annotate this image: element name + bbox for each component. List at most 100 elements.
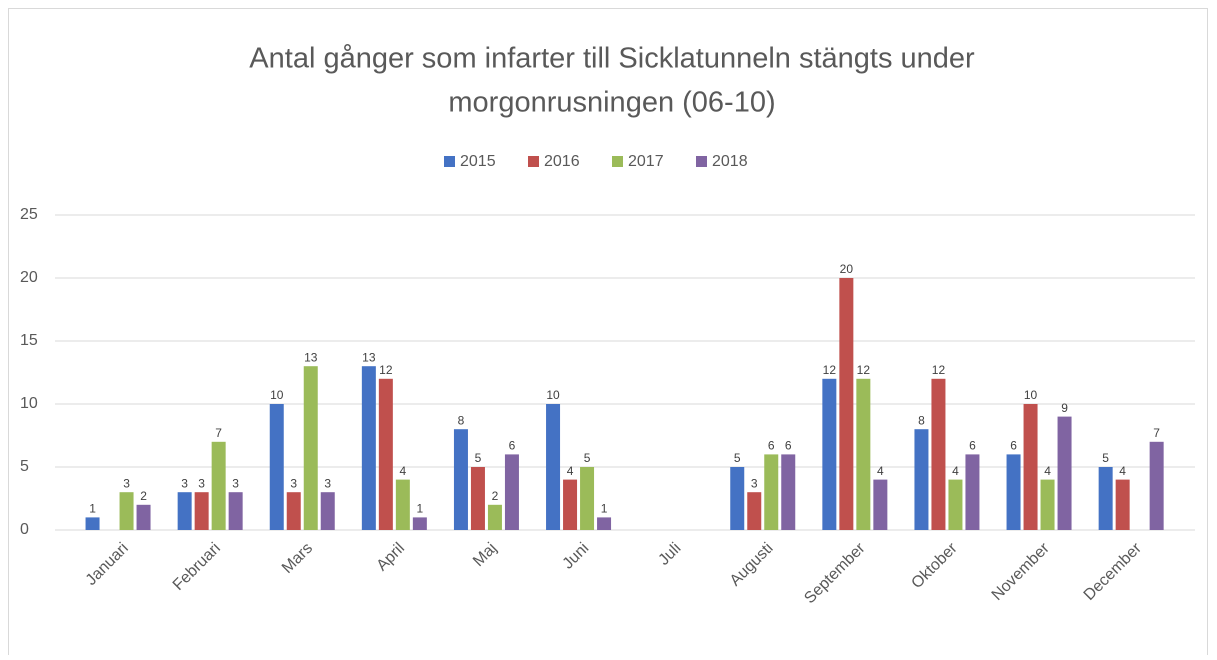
bar [470,467,485,530]
value-label: 3 [123,476,130,490]
legend-swatch [444,156,455,167]
y-tick-label: 25 [20,206,38,223]
bar [228,492,243,530]
value-label: 1 [417,502,424,516]
chart-frame [8,8,1208,660]
bar [1023,404,1038,530]
bar [286,492,301,530]
bar [269,404,284,530]
value-label: 10 [270,388,284,402]
value-label: 3 [232,476,239,490]
value-label: 5 [734,451,741,465]
bar [546,404,561,530]
bar [1040,479,1055,530]
legend-label: 2015 [460,153,496,170]
legend-swatch [612,156,623,167]
value-label: 3 [290,476,297,490]
value-label: 4 [1119,464,1126,478]
legend-label: 2017 [628,153,664,170]
value-label: 3 [198,476,205,490]
bar [303,366,318,530]
value-label: 8 [458,413,465,427]
bar [395,479,410,530]
value-label: 3 [324,476,331,490]
value-label: 10 [546,388,560,402]
y-tick-label: 20 [20,269,38,286]
value-label: 5 [1102,451,1109,465]
value-label: 4 [952,464,959,478]
y-tick-label: 10 [20,395,38,412]
value-label: 12 [823,363,837,377]
value-label: 3 [181,476,188,490]
bar [1006,454,1021,530]
value-label: 10 [1024,388,1038,402]
value-label: 12 [857,363,871,377]
bar [177,492,192,530]
bar [965,454,980,530]
value-label: 2 [140,489,147,503]
value-label: 3 [751,476,758,490]
value-label: 20 [840,262,854,276]
bar [914,429,929,530]
value-label: 6 [785,439,792,453]
value-label: 4 [877,464,884,478]
bar [119,492,134,530]
value-label: 1 [601,502,608,516]
legend-label: 2016 [544,153,580,170]
value-label: 9 [1061,401,1068,415]
bar [873,479,888,530]
y-tick-label: 0 [20,521,29,538]
value-label: 12 [379,363,393,377]
value-label: 7 [1153,426,1160,440]
value-label: 12 [932,363,946,377]
value-label: 6 [1010,439,1017,453]
value-label: 5 [475,451,482,465]
bar [948,479,963,530]
bar [194,492,209,530]
value-label: 2 [492,489,499,503]
bar [412,517,427,530]
bar [781,454,796,530]
y-tick-label: 15 [20,332,38,349]
bar [1098,467,1113,530]
bar [361,366,376,530]
bar [822,378,837,530]
bar [1149,441,1164,530]
bar [453,429,468,530]
bar [931,378,946,530]
chart-title: morgonrusningen (06-10) [448,87,775,119]
bar [378,378,393,530]
value-label: 13 [304,350,318,364]
legend-swatch [696,156,707,167]
bar [1057,416,1072,530]
value-label: 6 [969,439,976,453]
legend-label: 2018 [712,153,748,170]
bar [320,492,335,530]
bar [747,492,762,530]
value-label: 13 [362,350,376,364]
value-label: 6 [509,439,516,453]
bar [563,479,578,530]
bar [580,467,595,530]
bar [730,467,745,530]
y-tick-label: 5 [20,458,29,475]
bar [487,504,502,530]
bar [1115,479,1130,530]
value-label: 8 [918,413,925,427]
bar [85,517,100,530]
bar [764,454,779,530]
chart-title: Antal gånger som infarter till Sicklatun… [249,43,975,75]
value-label: 5 [584,451,591,465]
value-label: 1 [89,502,96,516]
bar [597,517,612,530]
bar [211,441,226,530]
value-label: 6 [768,439,775,453]
bar [504,454,519,530]
value-label: 4 [1044,464,1051,478]
bar [136,504,151,530]
bar [856,378,871,530]
bar [839,278,854,530]
value-label: 4 [400,464,407,478]
value-label: 4 [567,464,574,478]
